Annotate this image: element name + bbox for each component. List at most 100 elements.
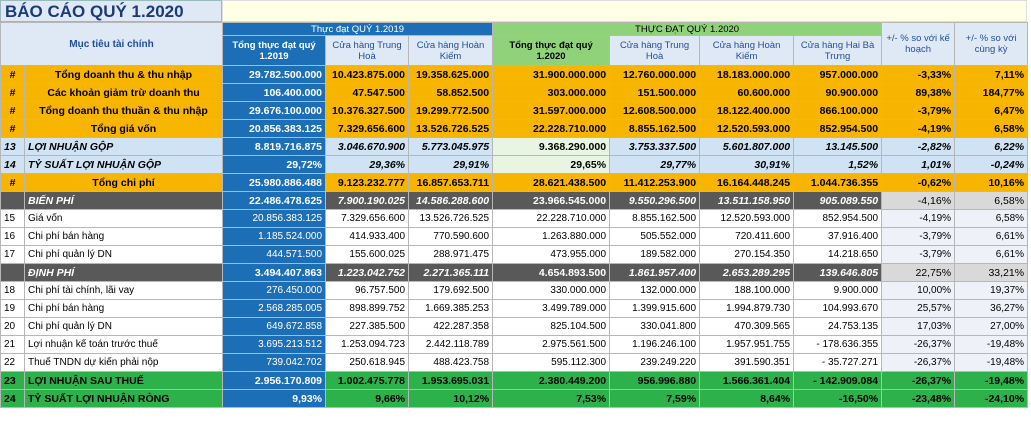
row-value: 1.196.246.100 <box>609 335 701 354</box>
row-value: 22.228.710.000 <box>492 119 611 138</box>
row-value: 29,91% <box>408 155 494 174</box>
row-value: -26,37% <box>881 371 956 390</box>
row-value: 9.550.296.500 <box>609 191 701 210</box>
row-value: 8.855.162.500 <box>609 119 701 138</box>
row-value: 189.582.000 <box>609 245 701 264</box>
row-value: 8,64% <box>699 389 795 408</box>
row-value: 505.552.000 <box>609 227 701 246</box>
row-value: 10,12% <box>408 389 494 408</box>
row-value: 5.773.045.975 <box>408 137 494 156</box>
row-value: 31.597.000.000 <box>492 101 611 120</box>
row-value: 6,58% <box>954 191 1029 210</box>
row-value: 905.089.550 <box>793 191 883 210</box>
header-group-2020: THỰC ĐẠT QUÝ 1.2020 <box>492 22 883 36</box>
row-value: -4,19% <box>881 209 956 228</box>
row-value: 36,27% <box>954 299 1029 318</box>
row-value: -24,10% <box>954 389 1029 408</box>
row-value: -4,19% <box>881 119 956 138</box>
row-value: 957.000.000 <box>793 65 883 84</box>
row-value: -19,48% <box>954 353 1029 372</box>
row-value: 330.000.000 <box>492 281 611 300</box>
row-label: TỶ SUẤT LỢI NHUẬN RÒNG <box>23 389 224 408</box>
row-value: 12.608.500.000 <box>609 101 701 120</box>
table-row: # Tổng doanh thu & thu nhập 29.782.500.000… <box>0 65 1029 84</box>
row-label: ĐỊNH PHÍ <box>23 263 224 282</box>
row-value: 488.423.758 <box>408 353 494 372</box>
row-value: 6,58% <box>954 209 1029 228</box>
row-value: 1.994.879.730 <box>699 299 795 318</box>
row-value: 29,36% <box>325 155 410 174</box>
row-value: 29,65% <box>492 155 611 174</box>
row-value: 7.329.656.600 <box>325 209 410 228</box>
row-value: 9.900.000 <box>793 281 883 300</box>
row-value: 1.957.951.755 <box>699 335 795 354</box>
row-value: 6,61% <box>954 227 1029 246</box>
row-value: -0,62% <box>881 173 956 192</box>
row-value: 6,61% <box>954 245 1029 264</box>
row-label: Tổng giá vốn <box>23 119 224 138</box>
table-row: BIẾN PHÍ 22.486.478.625 7.900.190.025 14.58… <box>0 191 1029 210</box>
row-value: 239.249.220 <box>609 353 701 372</box>
row-value: 19.299.772.500 <box>408 101 494 120</box>
row-value: 17,03% <box>881 317 956 336</box>
row-value: - 178.636.355 <box>793 335 883 354</box>
row-label: LỢI NHUẬN SAU THUẾ <box>23 371 224 390</box>
row-label: Chi phí quản lý DN <box>23 317 224 336</box>
row-value: 29.676.100.000 <box>222 101 327 120</box>
row-number: 16 <box>0 227 25 246</box>
row-value: 9,93% <box>222 389 327 408</box>
row-value: 29.782.500.000 <box>222 65 327 84</box>
header-store-trung-hoa-2020: Cửa hàng Trung Hoà <box>609 35 701 66</box>
row-value: -26,37% <box>881 353 956 372</box>
row-label: BIẾN PHÍ <box>23 191 224 210</box>
row-value: 1.223.042.752 <box>325 263 410 282</box>
row-number: 20 <box>0 317 25 336</box>
row-value: 276.450.000 <box>222 281 327 300</box>
row-label: Chi phí tài chính, lãi vay <box>23 281 224 300</box>
row-value: -2,82% <box>881 137 956 156</box>
row-value: 1.263.880.000 <box>492 227 611 246</box>
row-value: 29,77% <box>609 155 701 174</box>
row-value: 1.566.361.404 <box>699 371 795 390</box>
row-value: 20.856.383.125 <box>222 209 327 228</box>
row-value: 90.900.000 <box>793 83 883 102</box>
row-value: 104.993.670 <box>793 299 883 318</box>
table-row: 14 TỶ SUẤT LỢI NHUẬN GỘP 29,72% 29,36% 29,91… <box>0 155 1029 174</box>
row-value: 155.600.025 <box>325 245 410 264</box>
table-row: 17 Chi phí quản lý DN 444.571.500 155.600.0… <box>0 245 1029 264</box>
header-store-trung-hoa-2019: Cửa hàng Trung Hoà <box>325 35 410 66</box>
table-row: 18 Chi phí tài chính, lãi vay 276.450.000 9… <box>0 281 1029 300</box>
row-value: 18.122.400.000 <box>699 101 795 120</box>
row-value: 7,53% <box>492 389 611 408</box>
row-value: 28.621.438.500 <box>492 173 611 192</box>
row-value: 852.954.500 <box>793 209 883 228</box>
row-value: -3,79% <box>881 101 956 120</box>
row-value: 47.547.500 <box>325 83 410 102</box>
row-label: Tổng doanh thu & thu nhập <box>23 65 224 84</box>
row-value: 770.590.600 <box>408 227 494 246</box>
row-label: Giá vốn <box>23 209 224 228</box>
table-row: 15 Giá vốn 20.856.383.125 7.329.656.600 13.5… <box>0 209 1029 228</box>
row-number <box>0 263 25 282</box>
row-value: - 142.909.084 <box>793 371 883 390</box>
row-value: 3.753.337.500 <box>609 137 701 156</box>
header-group-2019: Thực đạt QUÝ 1.2019 <box>222 22 494 36</box>
row-value: -16,50% <box>793 389 883 408</box>
row-value: 27,00% <box>954 317 1029 336</box>
row-label: Chi phí bán hàng <box>23 299 224 318</box>
row-number: # <box>0 173 25 192</box>
header-total-2020: Tổng thực đạt quý 1.2020 <box>492 35 611 66</box>
row-value: 330.041.800 <box>609 317 701 336</box>
table-row: # Tổng giá vốn 20.856.383.125 7.329.656.600… <box>0 119 1029 138</box>
row-value: 8.819.716.875 <box>222 137 327 156</box>
row-value: 7.900.190.025 <box>325 191 410 210</box>
row-value: 2.568.285.005 <box>222 299 327 318</box>
row-value: 2.380.449.200 <box>492 371 611 390</box>
row-value: -26,37% <box>881 335 956 354</box>
row-value: 20.856.383.125 <box>222 119 327 138</box>
row-value: 6,47% <box>954 101 1029 120</box>
row-value: 184,77% <box>954 83 1029 102</box>
row-number: # <box>0 101 25 120</box>
row-value: 16.164.448.245 <box>699 173 795 192</box>
row-value: 898.899.752 <box>325 299 410 318</box>
